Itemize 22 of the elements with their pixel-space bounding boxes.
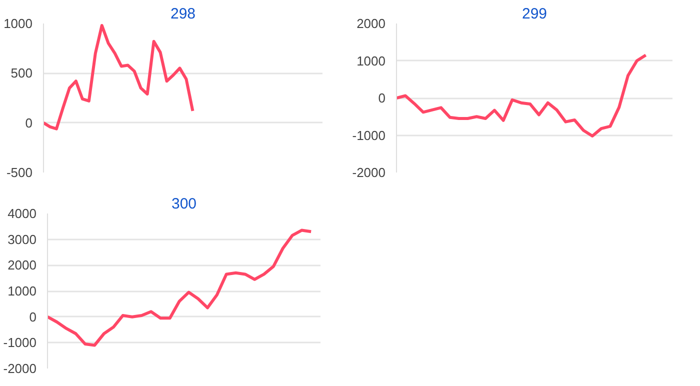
- y-tick-label: -500: [6, 165, 33, 180]
- y-tick-label: 0: [29, 309, 37, 324]
- y-tick-label: -1000: [352, 128, 386, 143]
- line-series: [48, 228, 313, 347]
- line-series: [44, 24, 194, 130]
- chart-title: 300: [171, 196, 197, 212]
- y-tick-label: 1000: [356, 53, 386, 68]
- y-tick-label: -2000: [3, 361, 36, 376]
- y-tick-label: -2000: [352, 165, 386, 180]
- y-tick-label: -1000: [3, 335, 36, 350]
- y-tick-label: 1000: [4, 16, 32, 31]
- chart-title: 299: [522, 6, 548, 22]
- y-tick-label: 0: [25, 115, 33, 130]
- y-tick-label: 2000: [8, 258, 36, 273]
- y-tick-label: 2000: [356, 16, 386, 31]
- y-tick-label: 1000: [8, 284, 36, 298]
- y-tick-label: 0: [378, 90, 386, 106]
- chart-title: 298: [170, 6, 196, 22]
- y-tick-label: 500: [10, 66, 33, 81]
- line-series: [396, 54, 648, 138]
- y-tick-label: 3000: [8, 232, 36, 247]
- y-tick-label: 4000: [8, 206, 36, 221]
